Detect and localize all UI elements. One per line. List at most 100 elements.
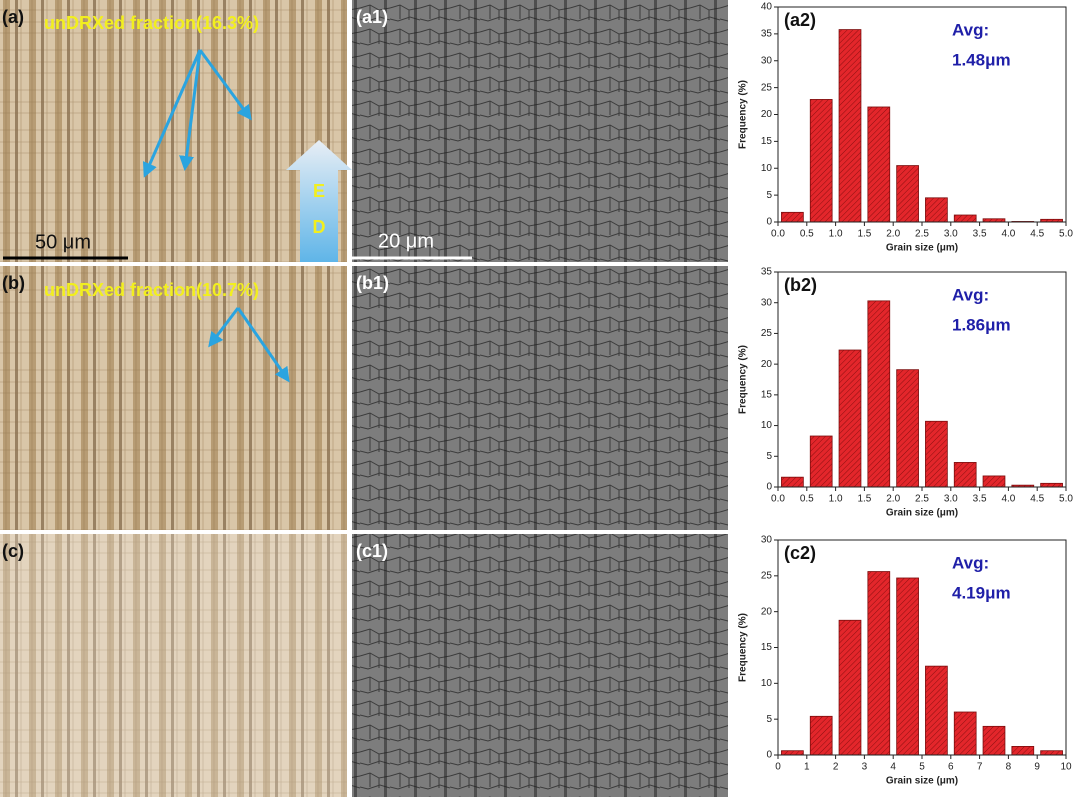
direction-arrow [286, 140, 352, 262]
x-tick-label: 8 [1006, 762, 1012, 773]
bar [925, 665, 948, 756]
x-tick-label: 1.0 [829, 494, 843, 505]
y-tick-label: 20 [761, 359, 773, 370]
bar [982, 725, 1006, 756]
bar [896, 577, 919, 756]
x-tick-label: 3 [862, 762, 868, 773]
y-tick-label: 25 [761, 570, 773, 581]
x-tick-label: 4 [890, 762, 896, 773]
x-tick-label: 3.0 [944, 494, 958, 505]
panel-label: (a1) [356, 7, 388, 27]
x-tick-label: 1.5 [857, 229, 871, 240]
bar [925, 420, 948, 488]
bar [1040, 750, 1063, 756]
x-tick-label: 4.5 [1030, 229, 1044, 240]
panel-label: (c1) [356, 541, 388, 561]
bar [781, 476, 804, 488]
x-tick-label: 2.5 [915, 494, 929, 505]
bar [809, 99, 833, 223]
y-tick-label: 5 [766, 190, 772, 201]
bar [867, 106, 891, 223]
micrograph [0, 0, 347, 262]
x-tick-label: 5.0 [1059, 229, 1073, 240]
bar [867, 571, 891, 756]
x-tick-label: 1.5 [857, 494, 871, 505]
arrows [142, 49, 290, 383]
x-axis-label: Grain size (μm) [886, 776, 958, 787]
x-tick-label: 0.0 [771, 229, 785, 240]
y-axis-label: Frequency (%) [738, 345, 749, 414]
x-tick-label: 4.0 [1001, 494, 1015, 505]
scale-label: 20 μm [378, 230, 434, 252]
bar [896, 369, 919, 488]
micrograph [352, 266, 728, 530]
y-tick-label: 15 [761, 136, 773, 147]
bar [953, 711, 977, 756]
x-tick-label: 5 [919, 762, 925, 773]
sem-micrographs [352, 0, 728, 797]
x-tick-label: 2 [833, 762, 839, 773]
direction-label: E [313, 181, 325, 201]
y-tick-label: 30 [761, 297, 773, 308]
panel-label: (c) [2, 541, 24, 561]
bar [953, 462, 977, 488]
x-axis-label: Grain size (μm) [886, 243, 958, 254]
y-tick-label: 10 [761, 678, 773, 689]
annotation: Avg: [952, 553, 989, 572]
x-tick-label: 5.0 [1059, 494, 1073, 505]
x-tick-label: 3.5 [973, 229, 987, 240]
y-tick-label: 25 [761, 82, 773, 93]
y-tick-label: 35 [761, 267, 773, 278]
x-tick-label: 0.5 [800, 229, 814, 240]
bar [867, 300, 891, 488]
bar [925, 197, 948, 223]
x-axis-label: Grain size (μm) [886, 508, 958, 519]
panel-label: (c2) [784, 543, 816, 563]
panel-label: (b) [2, 273, 25, 293]
y-tick-label: 10 [761, 163, 773, 174]
direction-label: D [313, 217, 326, 237]
y-tick-label: 25 [761, 328, 773, 339]
annotation: unDRXed fraction(10.7%) [44, 280, 259, 300]
micrograph [0, 534, 347, 797]
y-tick-label: 0 [766, 750, 772, 761]
y-tick-label: 35 [761, 29, 773, 40]
x-tick-label: 2.0 [886, 494, 900, 505]
y-tick-label: 10 [761, 420, 773, 431]
bar [982, 475, 1006, 488]
x-tick-label: 1 [804, 762, 810, 773]
y-axis-label: Frequency (%) [738, 613, 749, 682]
x-tick-label: 2.5 [915, 229, 929, 240]
scale-label: 50 μm [35, 231, 91, 253]
x-tick-label: 4.5 [1030, 494, 1044, 505]
micrograph [352, 534, 728, 797]
y-tick-label: 5 [766, 451, 772, 462]
y-tick-label: 5 [766, 714, 772, 725]
micrograph [0, 266, 347, 530]
bar [838, 349, 862, 488]
y-tick-label: 30 [761, 55, 773, 66]
y-tick-label: 40 [761, 2, 773, 13]
bar [896, 165, 919, 223]
y-tick-label: 15 [761, 642, 773, 653]
y-axis-label: Frequency (%) [738, 80, 749, 149]
bar [838, 619, 862, 756]
bar [809, 435, 833, 488]
x-tick-label: 2.0 [886, 229, 900, 240]
annotation: 4.19μm [952, 583, 1011, 602]
y-tick-label: 0 [766, 217, 772, 228]
y-tick-label: 30 [761, 535, 773, 546]
x-tick-label: 3.5 [973, 494, 987, 505]
x-tick-label: 1.0 [829, 229, 843, 240]
annotation: Avg: [952, 20, 989, 39]
optical-micrographs [0, 0, 352, 797]
micrograph [352, 0, 728, 262]
panel-label: (a) [2, 7, 24, 27]
y-tick-label: 0 [766, 482, 772, 493]
y-tick-label: 20 [761, 606, 773, 617]
bar [781, 750, 804, 756]
x-tick-label: 6 [948, 762, 954, 773]
annotation: 1.48μm [952, 50, 1011, 69]
annotation: 1.86μm [952, 315, 1011, 334]
